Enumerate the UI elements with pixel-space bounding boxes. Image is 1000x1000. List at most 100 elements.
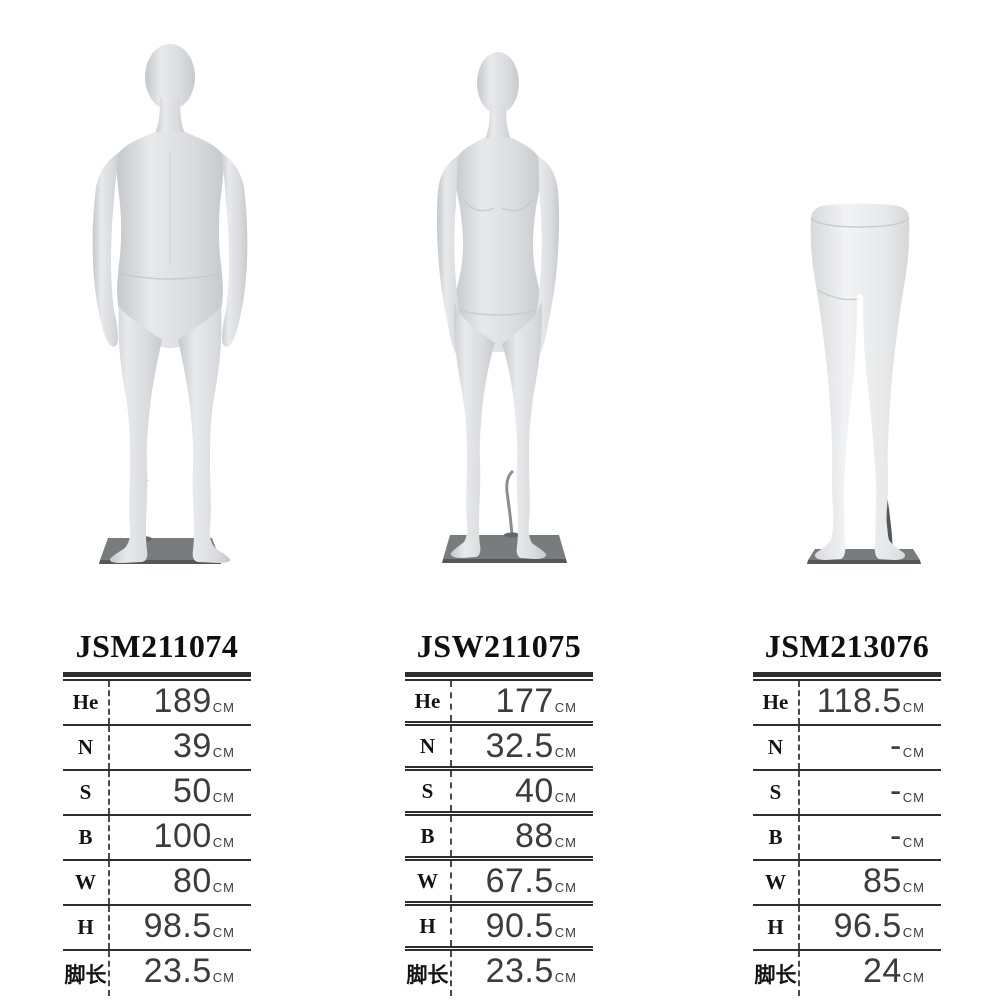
model-number: JSW211075: [416, 628, 582, 664]
spec-label: N: [63, 726, 110, 769]
spec-label: S: [753, 771, 800, 814]
waist-seam: [120, 273, 220, 280]
spec-value: 100CM: [110, 816, 251, 859]
spec-table-jsm213076: JSM213076 He 118.5CM N -CM S -CM B -CM W 85CM H 96.…: [753, 628, 941, 996]
spec-row: H 96.5CM: [753, 906, 941, 951]
spec-unit: CM: [554, 835, 577, 850]
spec-unit: CM: [554, 970, 577, 985]
spec-label: B: [753, 816, 800, 859]
spec-number: 96.5: [833, 907, 902, 945]
support-rod-flange: [504, 532, 520, 538]
title-rule: [63, 672, 251, 681]
model-number: JSM213076: [764, 628, 930, 664]
spec-unit: CM: [902, 835, 925, 850]
spec-value: 23.5CM: [110, 951, 251, 996]
legs-mannequin-figure: [807, 203, 921, 564]
spec-label: He: [405, 681, 452, 721]
mannequin-left-leg: [450, 302, 495, 558]
spec-number: 50: [172, 772, 212, 810]
spec-row: W 85CM: [753, 861, 941, 906]
spec-number: 118.5: [816, 682, 902, 720]
mannequin-right-arm: [531, 156, 560, 359]
mannequin-torso: [453, 138, 543, 352]
spec-row: 脚长 24CM: [753, 951, 941, 996]
bust-seam-left: [463, 199, 495, 212]
spec-value: 189CM: [110, 681, 251, 724]
spec-label: H: [405, 906, 452, 946]
spec-value: 50CM: [110, 771, 251, 814]
support-rod: [505, 469, 515, 537]
spec-unit: CM: [902, 970, 925, 985]
mannequin-head: [145, 44, 195, 110]
spec-label: W: [753, 861, 800, 904]
mannequin-left-leg: [109, 306, 162, 563]
spec-row: B 100CM: [63, 816, 251, 861]
spec-number: 32.5: [485, 727, 554, 765]
spec-unit: CM: [554, 925, 577, 940]
spec-value: 80CM: [110, 861, 251, 904]
spec-value: 90.5CM: [452, 906, 593, 946]
spec-number: 23.5: [485, 952, 554, 990]
spec-unit: CM: [902, 790, 925, 805]
spec-row: B 88CM: [405, 816, 593, 861]
bust-seam-right: [501, 199, 533, 212]
spec-number: 80: [172, 862, 212, 900]
spec-unit: CM: [554, 790, 577, 805]
spec-label: S: [405, 771, 452, 811]
spec-unit: CM: [212, 745, 235, 760]
spec-label: W: [63, 861, 110, 904]
spec-number: 85: [862, 862, 902, 900]
spec-rows: He 118.5CM N -CM S -CM B -CM W 85CM H 96.5CM 脚长 24CM: [753, 681, 941, 996]
spec-number: 67.5: [485, 862, 554, 900]
spec-row: N 39CM: [63, 726, 251, 771]
spec-unit: CM: [902, 880, 925, 895]
spec-row: He 118.5CM: [753, 681, 941, 726]
female-mannequin-figure: [436, 52, 567, 563]
model-number: JSM211074: [75, 628, 239, 664]
spec-table-jsm211074: JSM211074 He 189CM N 39CM S 50CM B 100CM W 80CM H 9…: [63, 628, 251, 996]
base-plate-edge: [807, 560, 921, 564]
spec-number: -: [889, 817, 902, 855]
spec-label: B: [405, 816, 452, 856]
spec-row: H 98.5CM: [63, 906, 251, 951]
spec-value: 98.5CM: [110, 906, 251, 949]
spec-label: N: [753, 726, 800, 769]
mannequin-neck: [154, 98, 186, 135]
spec-value: 67.5CM: [452, 861, 593, 901]
hip-seam: [456, 309, 540, 316]
title-rule: [405, 672, 593, 681]
title-rule: [753, 672, 941, 681]
waist-rim: [810, 217, 910, 228]
spec-number: 189: [153, 682, 212, 720]
spec-unit: CM: [212, 925, 235, 940]
spec-unit: CM: [554, 880, 577, 895]
spec-value: -CM: [800, 771, 941, 814]
spec-value: 88CM: [452, 816, 593, 856]
spec-value: 39CM: [110, 726, 251, 769]
spec-row: N 32.5CM: [405, 726, 593, 771]
spec-number: 23.5: [143, 952, 212, 990]
spec-label: He: [753, 681, 800, 724]
mannequin-right-arm: [220, 152, 248, 347]
base-plate-edge: [442, 559, 567, 563]
male-mannequin-figure: [92, 44, 248, 564]
spec-unit: CM: [212, 700, 235, 715]
spec-unit: CM: [902, 745, 925, 760]
spec-rows: He 177CM N 32.5CM S 40CM B 88CM W 67.5CM H 90.5CM 脚长…: [405, 681, 593, 996]
mannequin-left-arm: [436, 156, 465, 359]
mannequin-left-arm: [92, 152, 120, 347]
spec-row: S 50CM: [63, 771, 251, 816]
spec-row: He 177CM: [405, 681, 593, 726]
spec-row: He 189CM: [63, 681, 251, 726]
spec-number: -: [889, 727, 902, 765]
spec-label: 脚长: [405, 951, 452, 996]
spec-value: 96.5CM: [800, 906, 941, 949]
mannequin-right-leg: [502, 302, 547, 559]
spec-label: N: [405, 726, 452, 766]
spec-label: He: [63, 681, 110, 724]
spec-value: 23.5CM: [452, 951, 593, 996]
spec-row: W 80CM: [63, 861, 251, 906]
spec-number: 24: [862, 952, 902, 990]
spec-unit: CM: [212, 835, 235, 850]
mannequin-neck: [484, 104, 512, 141]
